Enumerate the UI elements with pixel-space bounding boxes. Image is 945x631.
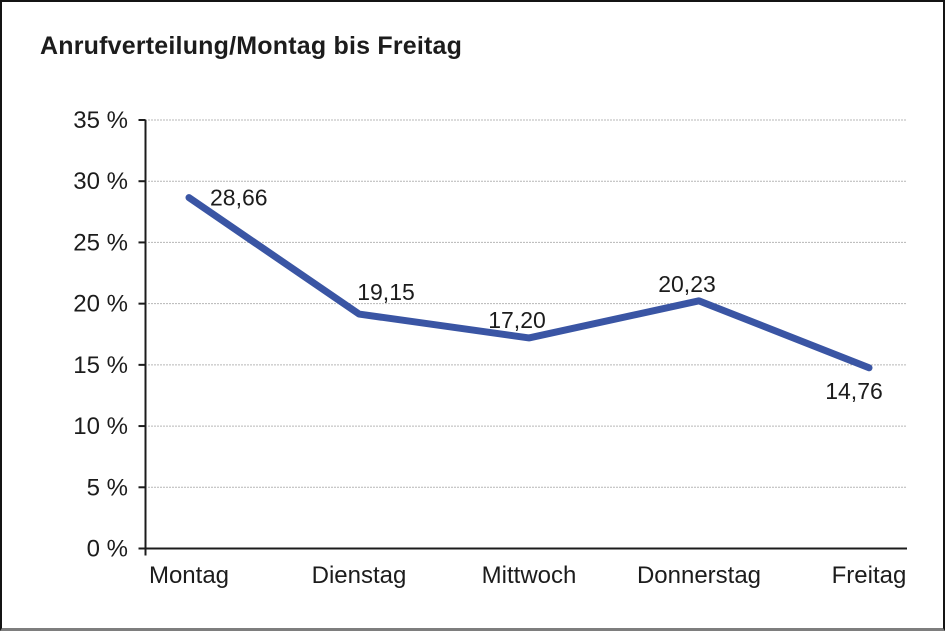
chart-title: Anrufverteilung/Montag bis Freitag [40,32,463,60]
x-category-label: Mittwoch [482,562,577,589]
data-point-label: 14,76 [825,378,883,404]
data-point-label: 19,15 [357,279,415,305]
x-category-label: Freitag [832,562,907,589]
y-tick-label: 5 % [87,474,128,501]
y-tick-label: 20 % [73,291,128,318]
y-tick-label: 15 % [73,352,128,379]
data-point-label: 20,23 [658,271,716,297]
y-tick-label: 30 % [73,168,128,195]
x-category-label: Donnerstag [637,562,761,589]
y-tick-label: 25 % [73,229,128,256]
x-category-label: Dienstag [312,562,407,589]
data-point-label: 17,20 [488,307,546,333]
data-line [185,194,873,372]
y-tick-label: 10 % [73,413,128,440]
data-point-label: 28,66 [210,185,268,211]
y-tick-label: 0 % [87,536,128,563]
y-tick-label: 35 % [73,107,128,134]
x-category-label: Montag [149,562,229,589]
